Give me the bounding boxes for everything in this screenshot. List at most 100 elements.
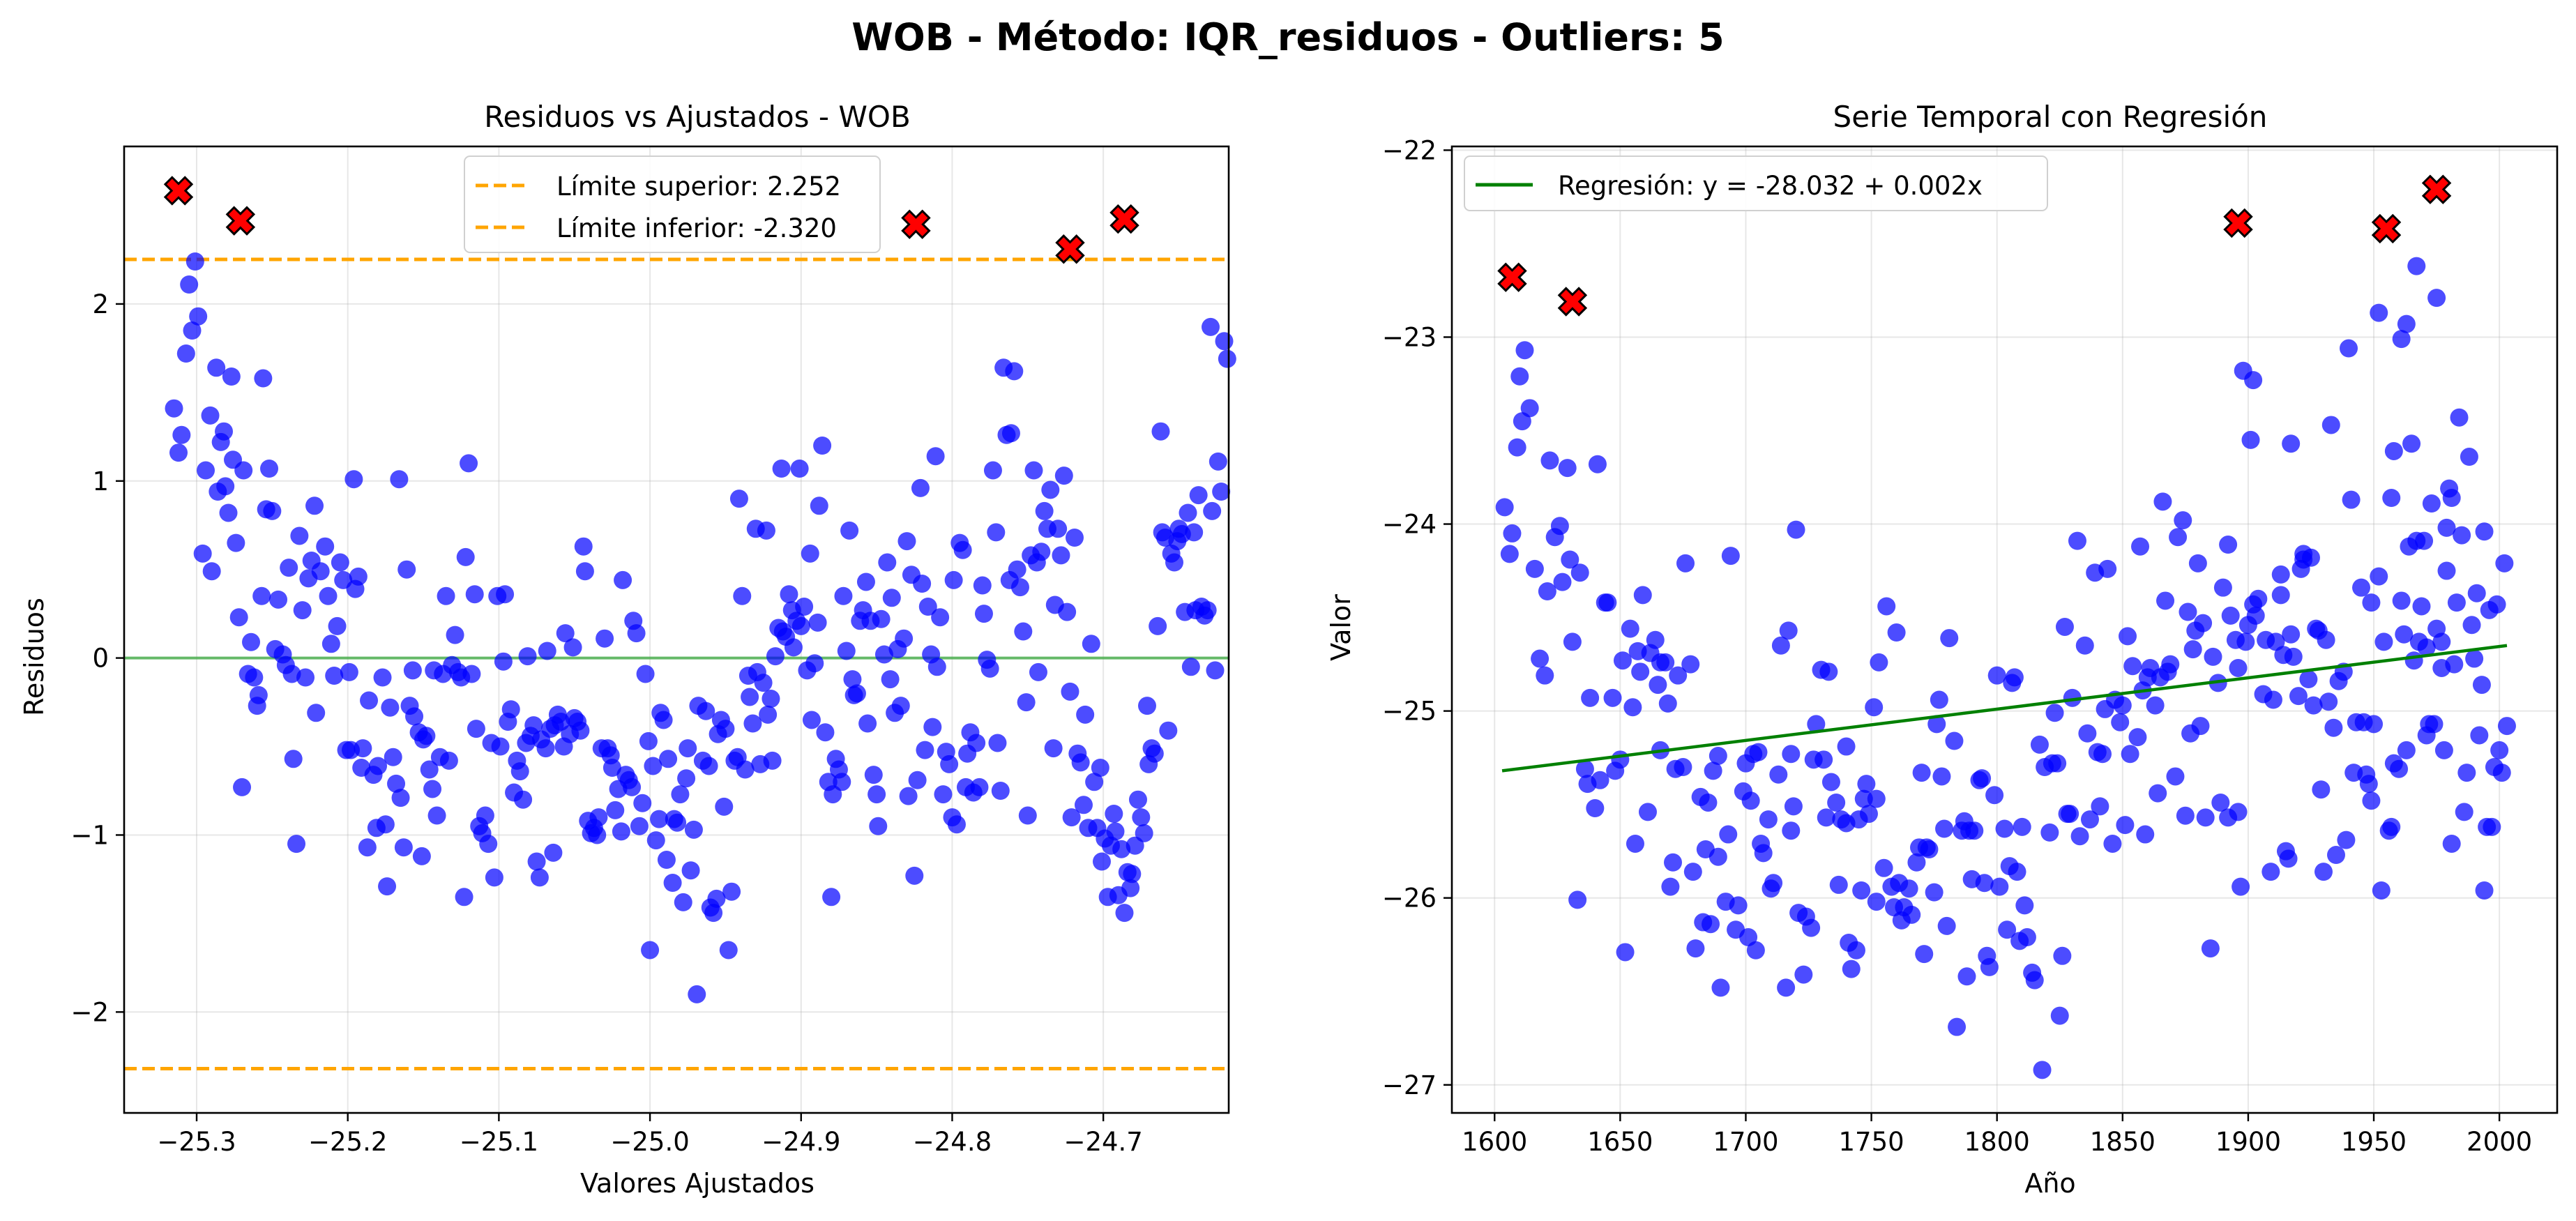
data-point — [328, 616, 347, 635]
data-point — [1935, 819, 1954, 838]
data-point — [2395, 625, 2414, 644]
data-point — [1010, 578, 1029, 597]
data-point — [657, 851, 676, 869]
data-point — [1877, 597, 1896, 616]
data-point — [2078, 724, 2097, 743]
data-point — [325, 667, 344, 685]
data-point — [216, 477, 235, 496]
data-point — [891, 697, 910, 715]
data-point — [808, 613, 827, 632]
data-point — [1500, 545, 1519, 563]
data-point — [1807, 715, 1826, 734]
data-point — [1721, 547, 1740, 566]
data-point — [677, 769, 696, 788]
data-point — [2131, 537, 2150, 556]
data-point — [201, 406, 220, 425]
data-point — [1062, 808, 1081, 827]
data-point — [2040, 823, 2059, 842]
data-point — [2241, 430, 2260, 449]
data-point — [1937, 916, 1956, 935]
data-point — [843, 670, 862, 689]
data-point — [1847, 941, 1865, 960]
outlier-marker — [225, 206, 256, 236]
data-point — [2490, 741, 2509, 759]
x-tick-label: 1900 — [2215, 1127, 2281, 1157]
data-point — [974, 605, 993, 623]
data-point — [456, 547, 475, 566]
chart-time-series-points — [1495, 257, 2516, 1079]
data-point — [2432, 658, 2451, 677]
data-point — [2437, 518, 2456, 537]
data-point — [2025, 971, 2044, 989]
data-point — [1092, 852, 1111, 871]
data-point — [307, 704, 326, 722]
data-point — [2442, 489, 2461, 507]
x-tick-label: −25.2 — [308, 1127, 387, 1157]
data-point — [1586, 799, 1605, 818]
data-point — [340, 662, 358, 681]
data-point — [2475, 522, 2494, 541]
data-point — [420, 760, 439, 779]
data-point — [2432, 632, 2451, 651]
x-tick-label: −24.7 — [1063, 1127, 1142, 1157]
data-point — [2179, 602, 2197, 621]
data-point — [1842, 960, 1861, 978]
data-point — [1749, 743, 1768, 761]
chart-residuals-ylabel: Residuos — [19, 598, 50, 716]
chart-residuals-reference-lines — [124, 257, 1229, 1071]
data-point — [908, 771, 927, 789]
data-point — [1165, 553, 1183, 572]
legend-lower-limit-label: Límite inferior: -2.320 — [556, 213, 837, 243]
data-point — [1940, 629, 1959, 648]
data-point — [1633, 586, 1652, 605]
data-point — [185, 252, 204, 271]
data-point — [1998, 920, 2017, 939]
data-point — [2116, 816, 2135, 835]
data-point — [467, 720, 485, 738]
data-point — [2244, 371, 2263, 390]
data-point — [858, 714, 877, 733]
legend-box — [1464, 156, 2048, 211]
data-point — [2093, 745, 2112, 764]
data-point — [931, 608, 950, 627]
data-point — [376, 815, 395, 834]
data-point — [2374, 632, 2393, 651]
data-point — [571, 721, 590, 740]
data-point — [926, 447, 945, 466]
chart-time-series-regression — [1501, 644, 2508, 773]
data-point — [2146, 696, 2165, 715]
data-point — [947, 815, 966, 834]
data-point — [2447, 593, 2466, 612]
data-point — [659, 750, 678, 768]
chart-residuals-title: Residuos vs Ajustados - WOB — [484, 100, 911, 134]
data-point — [1631, 662, 1650, 681]
data-point — [1711, 978, 1730, 997]
data-point — [1787, 520, 1805, 539]
data-point — [736, 760, 755, 779]
data-point — [530, 868, 549, 887]
data-point — [1014, 622, 1033, 641]
data-point — [494, 652, 513, 671]
data-point — [219, 503, 238, 522]
y-tick-label: −25 — [1382, 697, 1437, 727]
data-point — [630, 817, 649, 835]
data-point — [2091, 797, 2109, 816]
data-point — [715, 797, 734, 816]
data-point — [663, 874, 682, 892]
data-point — [1837, 814, 1856, 833]
data-point — [791, 616, 810, 635]
outlier-cross — [1557, 287, 1588, 317]
data-point — [813, 437, 832, 455]
data-point — [1754, 844, 1773, 863]
data-point — [1927, 715, 1946, 734]
chart-time-series-xlabel: Año — [2024, 1168, 2075, 1199]
data-point — [574, 537, 593, 556]
data-point — [1550, 517, 1569, 536]
data-point — [2455, 803, 2473, 821]
x-tick-label: −24.8 — [913, 1127, 992, 1157]
outlier-cross — [2371, 213, 2402, 244]
data-point — [2365, 715, 2384, 734]
data-point — [2213, 578, 2232, 597]
